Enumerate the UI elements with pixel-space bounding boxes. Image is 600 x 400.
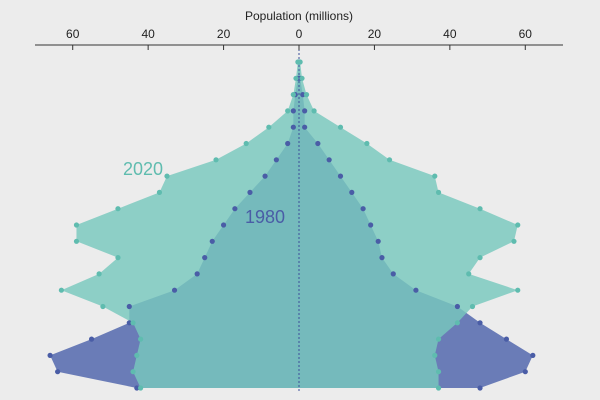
data-point [302,124,308,130]
data-point [311,108,317,114]
data-point [266,124,272,130]
data-point [202,255,208,261]
data-point [126,320,132,326]
data-point [262,173,268,179]
data-point [164,173,170,179]
data-point [303,92,310,98]
x-tick-label: 60 [519,27,533,41]
x-tick-label: 40 [443,27,457,41]
data-point [466,271,472,277]
data-point [47,352,53,358]
data-point [290,108,296,114]
data-point [138,385,144,391]
data-point [435,385,442,391]
data-point [115,255,121,261]
data-point [522,369,528,375]
data-point [293,75,299,81]
data-point [285,140,291,147]
population-area [299,62,518,388]
data-point [134,352,140,358]
data-point [477,320,483,326]
data-point [511,238,517,244]
data-point [134,385,140,391]
data-point [454,320,460,326]
data-point [273,157,279,163]
data-point [530,352,536,358]
data-point [315,140,321,147]
data-point [364,140,370,147]
data-point [290,92,296,98]
data-point [337,173,344,179]
x-tick-label: 0 [296,27,303,41]
data-point [209,238,215,244]
data-point [126,303,132,310]
data-point [171,287,178,293]
data-point [503,336,510,342]
data-point [390,271,396,277]
data-point [115,206,121,212]
x-tick-label: 40 [141,27,155,41]
data-point [454,303,460,310]
data-point [515,222,521,228]
data-point [138,336,144,342]
population-area [61,62,300,388]
data-point [299,75,305,81]
data-point [375,238,381,244]
x-tick-label: 60 [66,27,80,41]
x-tick-label: 20 [217,27,231,41]
data-point [285,108,291,114]
data-point [243,140,249,147]
data-point [58,287,64,293]
data-point [55,369,61,375]
data-point [300,92,306,98]
data-point [368,222,374,228]
data-point [156,189,163,195]
data-point [515,287,521,293]
data-point [432,173,438,179]
data-point [432,352,438,358]
data-point [130,369,136,375]
data-point [435,369,442,375]
data-point [130,320,136,326]
x-tick-label: 20 [368,27,382,41]
data-point [73,222,80,228]
series-label: 1980 [245,207,285,227]
data-point [337,124,344,130]
series-label: 2020 [123,159,163,179]
data-point [469,303,476,310]
data-point [100,303,106,310]
data-point [435,189,442,195]
data-point [477,206,483,212]
data-point [194,271,200,277]
data-point [96,271,102,277]
data-point [232,206,238,212]
data-point [297,59,303,65]
data-point [349,189,355,195]
data-point [386,157,393,163]
data-point [220,222,227,228]
data-point [326,157,332,163]
data-point [477,255,483,261]
data-point [302,108,308,114]
data-point [247,189,253,195]
data-point [213,157,219,163]
data-point [379,255,385,261]
data-point [413,287,419,293]
data-point [73,238,80,244]
data-point [435,336,442,342]
data-point [290,124,296,130]
x-axis-label: Population (millions) [245,9,353,23]
data-point [477,385,483,391]
data-point [360,206,366,212]
data-point [88,336,95,342]
